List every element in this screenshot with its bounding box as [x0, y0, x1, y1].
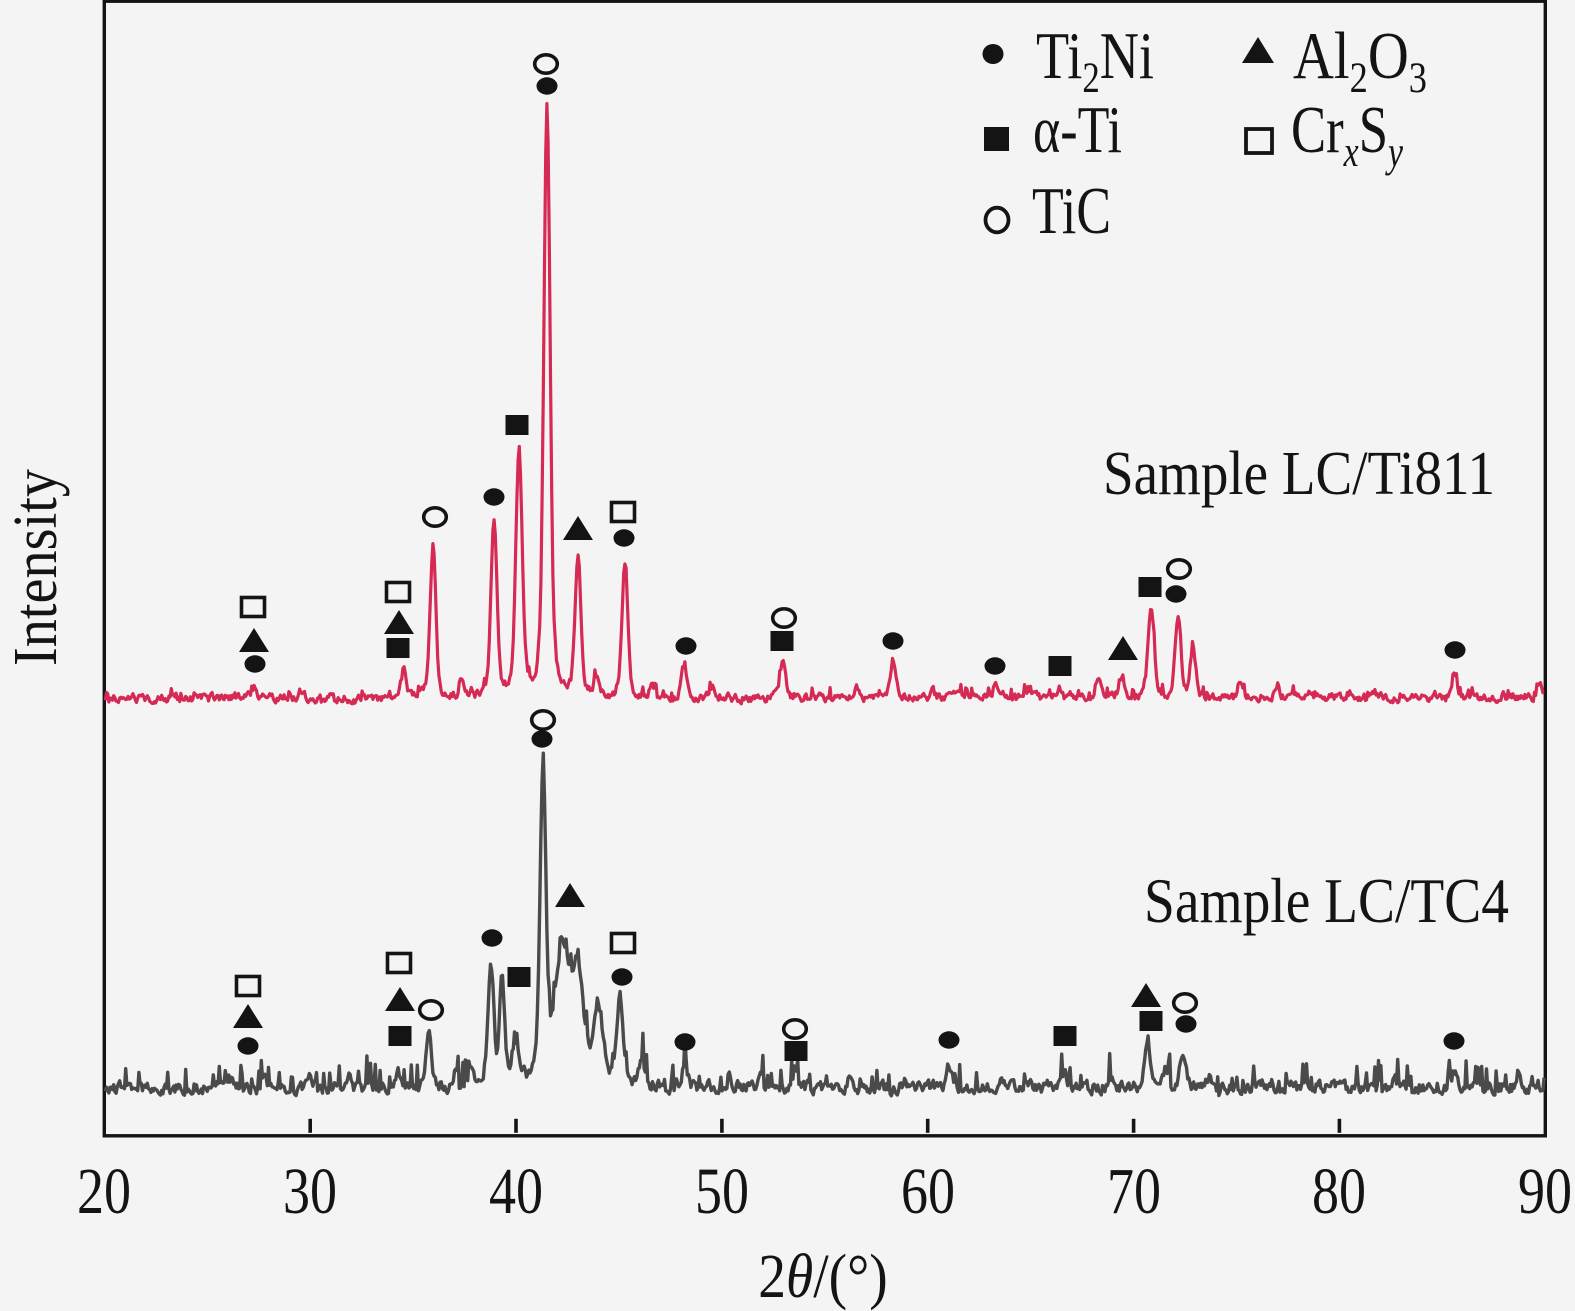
svg-text:50: 50: [695, 1155, 749, 1228]
svg-text:70: 70: [1107, 1155, 1161, 1228]
svg-text:60: 60: [901, 1155, 955, 1228]
svg-text:80: 80: [1312, 1155, 1366, 1228]
svg-text:TiC: TiC: [1032, 174, 1111, 248]
svg-text:90: 90: [1518, 1155, 1572, 1228]
svg-text:30: 30: [283, 1155, 337, 1228]
svg-text:α-Ti: α-Ti: [1033, 93, 1122, 167]
svg-text:Sample LC/TC4: Sample LC/TC4: [1144, 866, 1509, 936]
svg-text:Sample LC/Ti811: Sample LC/Ti811: [1103, 440, 1495, 508]
svg-text:2θ/(°): 2θ/(°): [758, 1241, 887, 1311]
svg-text:40: 40: [489, 1155, 543, 1228]
svg-text:Intensity: Intensity: [2, 469, 70, 666]
svg-text:20: 20: [77, 1155, 131, 1228]
